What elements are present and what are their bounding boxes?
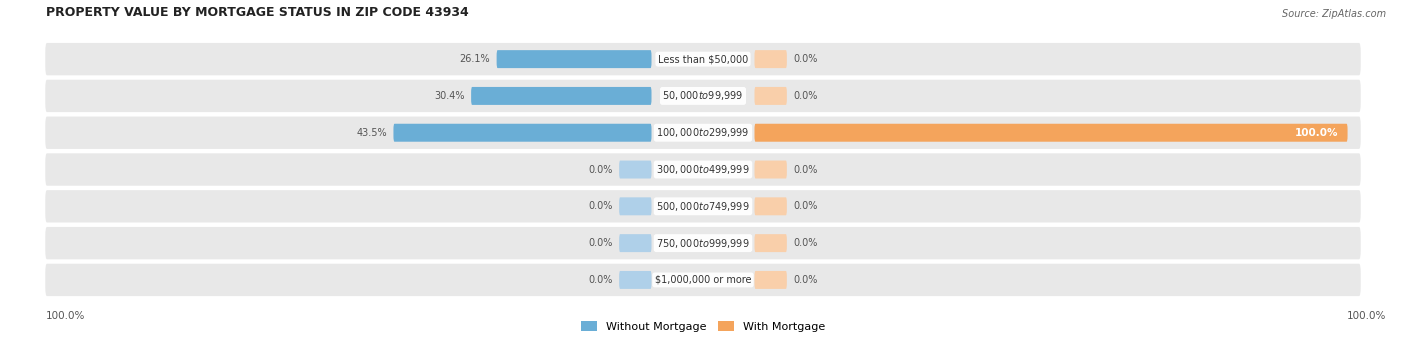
Text: 30.4%: 30.4% [434,91,465,101]
FancyBboxPatch shape [755,87,787,105]
Text: 43.5%: 43.5% [357,128,387,138]
Text: 100.0%: 100.0% [1347,311,1386,321]
Text: 0.0%: 0.0% [588,238,613,248]
Text: 0.0%: 0.0% [793,54,818,64]
FancyBboxPatch shape [45,190,1361,223]
FancyBboxPatch shape [45,153,1361,186]
Text: $300,000 to $499,999: $300,000 to $499,999 [657,163,749,176]
Text: $750,000 to $999,999: $750,000 to $999,999 [657,237,749,250]
Text: 100.0%: 100.0% [45,311,84,321]
Text: Source: ZipAtlas.com: Source: ZipAtlas.com [1282,10,1386,19]
Text: PROPERTY VALUE BY MORTGAGE STATUS IN ZIP CODE 43934: PROPERTY VALUE BY MORTGAGE STATUS IN ZIP… [45,6,468,19]
FancyBboxPatch shape [394,124,651,142]
Text: 0.0%: 0.0% [793,201,818,211]
Text: $1,000,000 or more: $1,000,000 or more [655,275,751,285]
Text: 0.0%: 0.0% [793,164,818,175]
Text: 0.0%: 0.0% [793,238,818,248]
FancyBboxPatch shape [755,161,787,178]
FancyBboxPatch shape [496,50,651,68]
FancyBboxPatch shape [45,227,1361,259]
Text: $100,000 to $299,999: $100,000 to $299,999 [657,126,749,139]
FancyBboxPatch shape [755,197,787,215]
Text: 100.0%: 100.0% [1295,128,1339,138]
Text: 0.0%: 0.0% [588,201,613,211]
Text: 26.1%: 26.1% [460,54,491,64]
FancyBboxPatch shape [619,161,651,178]
FancyBboxPatch shape [45,264,1361,296]
FancyBboxPatch shape [755,124,1347,142]
FancyBboxPatch shape [755,271,787,289]
FancyBboxPatch shape [471,87,651,105]
Text: $500,000 to $749,999: $500,000 to $749,999 [657,200,749,213]
FancyBboxPatch shape [619,234,651,252]
Text: 0.0%: 0.0% [793,275,818,285]
FancyBboxPatch shape [45,43,1361,75]
FancyBboxPatch shape [45,117,1361,149]
Text: Less than $50,000: Less than $50,000 [658,54,748,64]
Text: 0.0%: 0.0% [793,91,818,101]
FancyBboxPatch shape [45,80,1361,112]
Text: $50,000 to $99,999: $50,000 to $99,999 [662,89,744,102]
FancyBboxPatch shape [755,50,787,68]
FancyBboxPatch shape [619,197,651,215]
Legend: Without Mortgage, With Mortgage: Without Mortgage, With Mortgage [576,316,830,336]
FancyBboxPatch shape [755,234,787,252]
Text: 0.0%: 0.0% [588,275,613,285]
FancyBboxPatch shape [619,271,651,289]
Text: 0.0%: 0.0% [588,164,613,175]
